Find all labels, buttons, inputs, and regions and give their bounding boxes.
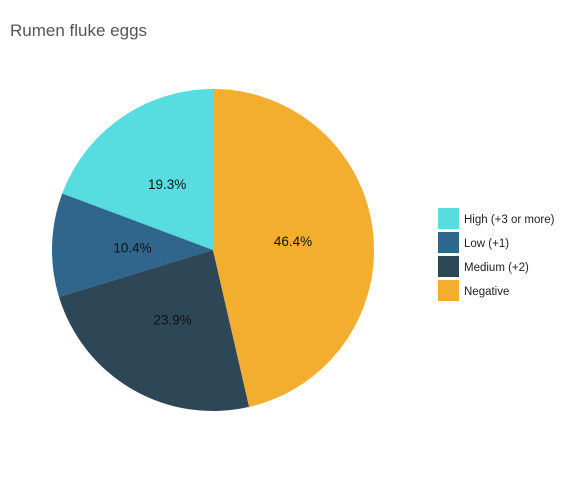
slice-label-low-1: 10.4% [113,240,151,255]
legend: High (+3 or more) Low (+1) Medium (+2) Nega… [438,208,555,301]
pie-slice-high-3-or-more [62,89,213,250]
pie-slices [52,88,375,412]
slice-label-negative: 46.4% [274,234,312,249]
legend-swatch-medium-2 [438,256,459,277]
legend-swatch-negative [438,280,459,301]
legend-label-medium-2: Medium (+2) [464,262,529,274]
pie-slice-negative [213,88,375,407]
legend-swatch-low-1 [438,232,459,253]
slice-label-medium-2: 23.9% [154,313,192,328]
legend-swatch-high-3-or-more [438,208,459,229]
pie-slice-medium-2 [58,250,250,412]
legend-label-negative: Negative [464,286,509,298]
legend-label-high-3-or-more: High (+3 or more) [464,214,555,226]
slice-labels: 19.3% 10.4% 23.9% 46.4% [113,177,312,328]
pie-slice-low-1 [52,193,213,297]
slice-label-high-3-or-more: 19.3% [148,177,186,192]
chart-title: Rumen fluke eggs [10,21,147,40]
legend-label-low-1: Low (+1) [464,238,509,250]
